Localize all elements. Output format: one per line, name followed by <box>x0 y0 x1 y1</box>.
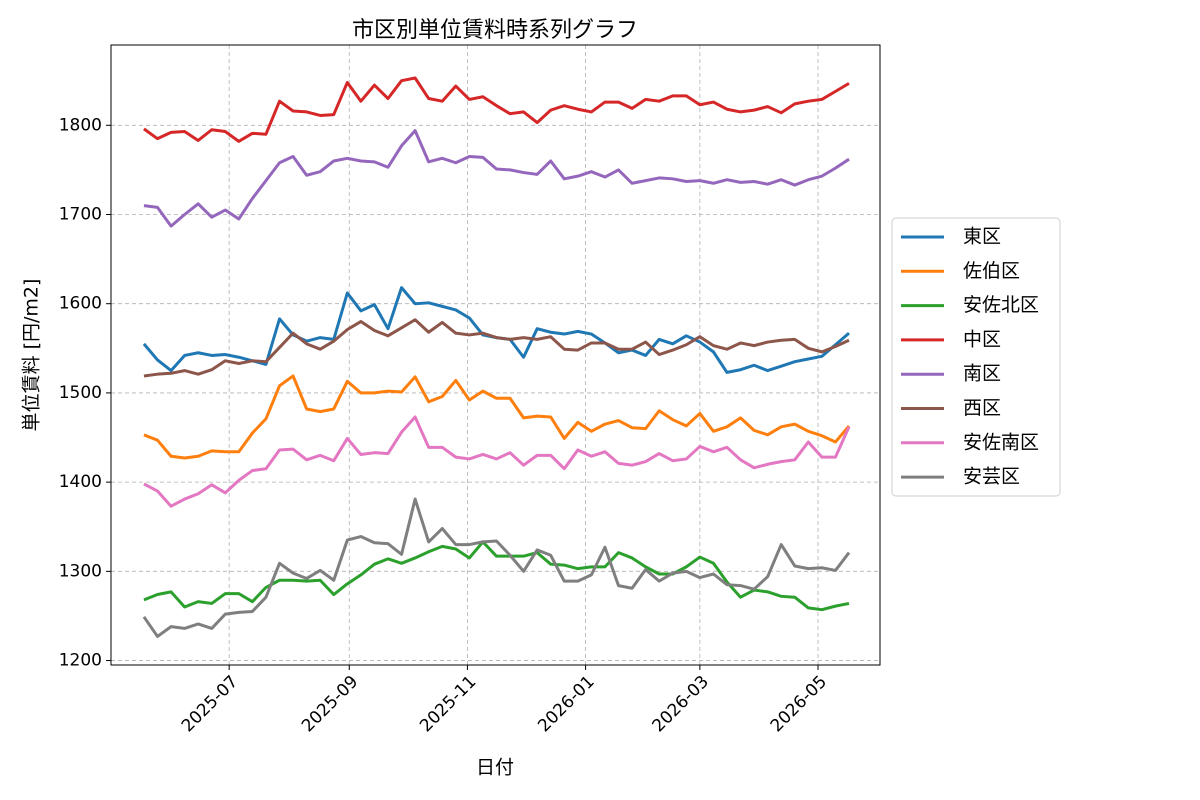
x-tick-label: 2026-01 <box>534 672 598 736</box>
x-tick-label: 2026-03 <box>649 672 713 736</box>
series-line <box>143 318 850 378</box>
x-tick-label: 2025-11 <box>416 672 480 736</box>
series-line <box>143 540 850 612</box>
series-line <box>143 76 850 143</box>
series-line <box>143 374 851 460</box>
y-tick-label: 1200 <box>59 651 102 671</box>
x-axis-label: 日付 <box>476 757 514 779</box>
series-line <box>142 286 850 374</box>
plot-frame <box>110 44 881 666</box>
y-tick-label: 1600 <box>59 294 102 314</box>
legend-box <box>891 217 1061 497</box>
series-line <box>143 129 850 228</box>
y-tick-label: 1800 <box>59 115 102 135</box>
y-tick-label: 1300 <box>59 561 102 581</box>
y-tick-label: 1500 <box>59 383 102 403</box>
legend-label: 安芸区 <box>963 466 1020 488</box>
legend-label: 安佐北区 <box>963 294 1039 316</box>
legend-label: 東区 <box>963 226 1001 248</box>
y-tick-label: 1400 <box>59 472 102 492</box>
legend-label: 中区 <box>963 328 1001 350</box>
legend-label: 佐伯区 <box>963 260 1020 282</box>
x-tick-label: 2026-05 <box>767 672 831 736</box>
legend-label: 南区 <box>963 363 1001 385</box>
legend-label: 安佐南区 <box>963 431 1039 453</box>
chart-title: 市区別単位賃料時系列グラフ <box>352 18 638 43</box>
legend-label: 西区 <box>963 397 1001 419</box>
series-line <box>143 415 851 508</box>
y-axis-label: 単位賃料 [円/m2] <box>21 279 43 432</box>
y-tick-label: 1700 <box>59 204 102 224</box>
x-tick-label: 2025-07 <box>178 672 242 736</box>
series-line <box>142 497 851 638</box>
x-tick-label: 2025-09 <box>298 672 362 736</box>
